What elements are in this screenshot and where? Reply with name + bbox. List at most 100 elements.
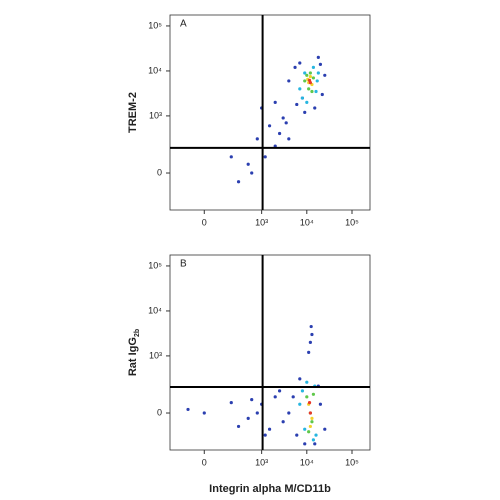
event-dot [287,79,291,83]
event-dot [307,78,312,82]
y-axis-label-text: Rat IgG [127,337,139,376]
event-dot [186,407,190,412]
panel-label: B [180,259,187,270]
event-dot [287,137,291,141]
event-dot [314,433,318,437]
event-dot [308,74,312,79]
event-dot [298,402,302,406]
event-dot [311,438,316,442]
event-dot [267,124,272,128]
event-dot [229,155,233,159]
plot-frame [169,14,371,211]
event-dot [307,87,311,91]
event-dot [308,71,312,75]
event-dot [316,55,320,60]
y-tick-label: 10⁵ [148,20,162,30]
y-axis-label: TREM-2 [127,92,139,133]
event-dot [300,389,305,393]
x-tick-label: 10³ [255,217,268,227]
event-dot [313,106,317,110]
y-tick-label: 10⁴ [148,305,162,315]
event-dot [250,398,254,402]
event-dot [310,416,314,420]
event-dot [303,79,307,83]
y-axis-label: Rat IgG2b [127,329,141,376]
event-dot [300,96,305,100]
event-dot [305,395,309,399]
event-dot [308,411,312,415]
y-tick-label: 10³ [149,110,162,120]
event-dot [305,380,309,384]
event-dot [263,155,267,159]
event-dot [293,65,297,69]
event-dot [236,424,241,429]
event-dot [236,180,241,184]
event-dot [310,420,314,424]
event-dot [281,420,285,424]
event-dot [295,433,299,437]
event-dot [320,92,324,97]
x-tick-label: 10³ [255,457,268,467]
event-dot [307,401,312,405]
x-tick-label: 10⁵ [345,457,359,467]
event-dot [316,71,320,75]
event-dot [298,61,302,65]
event-dot [267,427,272,431]
x-axis-label: Integrin alpha M/CD11b [209,483,331,495]
event-dot [298,87,302,91]
panel-label: A [180,19,187,30]
event-dot [313,442,317,446]
event-dot [284,121,288,125]
event-dot [305,73,309,77]
event-dot [308,424,312,429]
event-dot [303,427,307,431]
x-tick-label: 10⁴ [300,217,314,227]
event-dot [314,89,318,94]
event-dot [277,389,282,393]
event-dot [318,62,323,66]
event-dot [307,430,311,434]
event-dot [303,71,307,75]
event-dot [315,79,319,83]
event-dot [298,377,302,381]
event-dot [281,116,285,120]
event-dot [310,89,314,94]
event-dot [277,131,282,136]
y-tick-label: 10⁵ [148,260,162,270]
y-tick-label: 10⁴ [148,65,162,75]
event-dot [318,402,323,406]
x-tick-label: 0 [202,217,207,227]
event-dot [303,110,307,114]
event-dot [255,411,259,415]
event-dot [291,395,295,399]
event-dot [303,442,307,446]
event-dot [323,427,327,431]
y-tick-label: 10³ [149,350,162,360]
y-axis-label-sub: 2b [134,329,141,337]
event-dot [309,324,313,329]
event-dot [250,171,254,175]
event-dot [246,162,250,166]
event-dot [273,100,277,104]
event-dot [311,76,316,80]
event-dot [311,65,316,69]
y-tick-label: 0 [157,167,162,177]
event-dot [202,411,206,415]
event-dot [310,332,314,337]
event-dot [307,350,311,354]
y-tick-label: 0 [157,407,162,417]
event-dot [263,433,267,437]
event-dot [295,102,299,107]
event-dot [311,392,316,396]
y-axis-label-text: TREM-2 [127,92,139,133]
event-dot [229,401,233,405]
event-dot [255,137,259,141]
event-dot [246,416,250,420]
x-tick-label: 10⁴ [300,457,314,467]
event-dot [287,411,291,415]
x-tick-label: 10⁵ [345,217,359,227]
plot-frame [169,254,371,451]
event-dot [273,395,277,399]
